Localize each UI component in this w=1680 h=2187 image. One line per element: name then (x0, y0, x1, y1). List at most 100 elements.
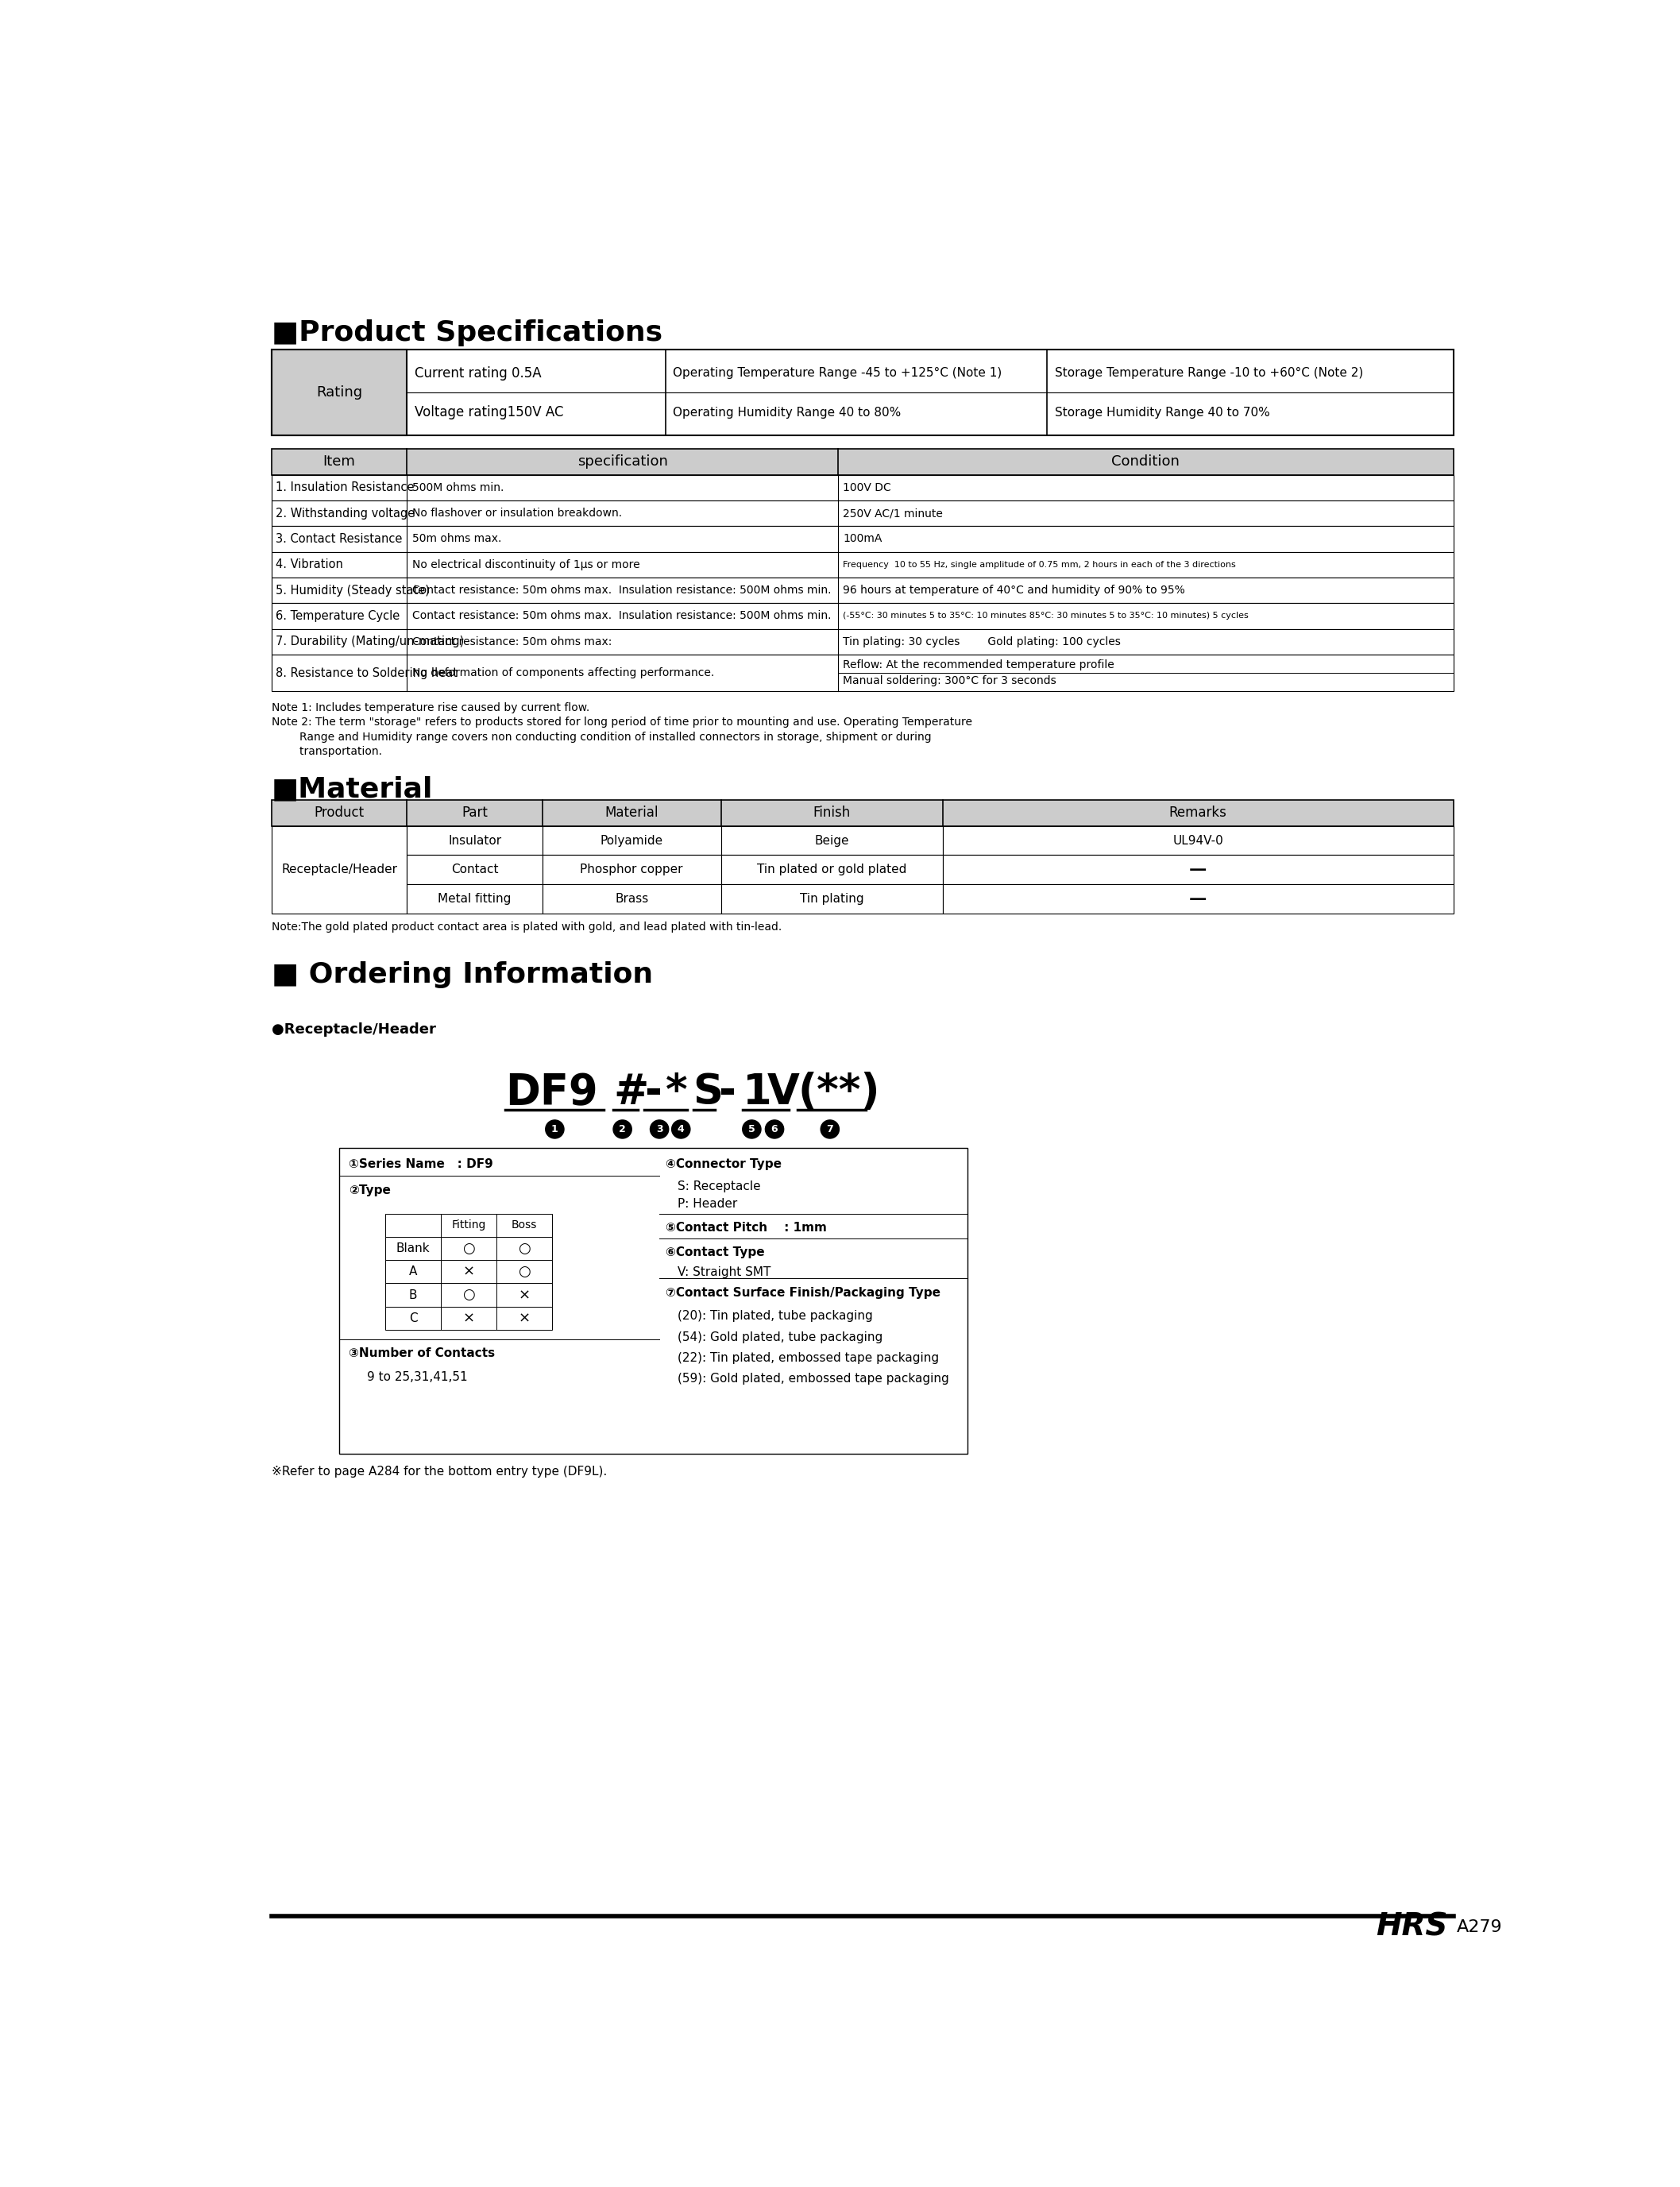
Text: 9 to 25,31,41,51: 9 to 25,31,41,51 (366, 1371, 467, 1384)
Bar (407, 884, 543, 914)
Text: Operating Humidity Range 40 to 80%: Operating Humidity Range 40 to 80% (674, 407, 900, 418)
Text: A279: A279 (1457, 1918, 1502, 1935)
Text: ③Number of Contacts: ③Number of Contacts (348, 1347, 496, 1358)
Circle shape (546, 1120, 564, 1139)
Text: Note:The gold plated product contact area is plated with gold, and lead plated w: Note:The gold plated product contact are… (272, 921, 781, 932)
Bar (385, 1306, 551, 1330)
Text: Current rating 0.5A: Current rating 0.5A (415, 365, 541, 381)
Text: 50m ohms max.: 50m ohms max. (412, 534, 501, 545)
Text: Storage Temperature Range -10 to +60°C (Note 2): Storage Temperature Range -10 to +60°C (… (1055, 367, 1362, 378)
Text: -: - (717, 1072, 736, 1113)
Text: 100mA: 100mA (843, 534, 882, 545)
Text: Polyamide: Polyamide (600, 835, 664, 846)
Text: Material: Material (605, 805, 659, 820)
Bar (721, 827, 942, 855)
Text: No deformation of components affecting performance.: No deformation of components affecting p… (412, 667, 714, 678)
Text: 8. Resistance to Soldering heat: 8. Resistance to Soldering heat (276, 667, 457, 678)
Text: Note 1: Includes temperature rise caused by current flow.: Note 1: Includes temperature rise caused… (272, 702, 590, 713)
Text: ○: ○ (462, 1242, 475, 1255)
Text: ⑤Contact Pitch    : 1mm: ⑤Contact Pitch : 1mm (665, 1223, 827, 1233)
Text: Beige: Beige (815, 835, 848, 846)
Text: ○: ○ (462, 1288, 475, 1301)
Text: transportation.: transportation. (272, 746, 381, 757)
Text: ■ Ordering Information: ■ Ordering Information (272, 960, 654, 989)
Bar (385, 1238, 551, 1260)
Text: Rating: Rating (316, 385, 363, 400)
Text: Voltage rating150V AC: Voltage rating150V AC (415, 405, 563, 420)
Text: 7. Durability (Mating/un-mating): 7. Durability (Mating/un-mating) (276, 636, 464, 647)
Text: Condition: Condition (1112, 455, 1179, 468)
Text: (59): Gold plated, embossed tape packaging: (59): Gold plated, embossed tape packagi… (677, 1373, 949, 1384)
Text: Item: Item (323, 455, 356, 468)
Text: ×: × (462, 1310, 474, 1325)
Text: 4: 4 (677, 1124, 684, 1135)
Text: 100V DC: 100V DC (843, 481, 890, 492)
Text: (20): Tin plated, tube packaging: (20): Tin plated, tube packaging (677, 1310, 874, 1323)
Text: ⑥Contact Type: ⑥Contact Type (665, 1247, 764, 1258)
Text: Part: Part (462, 805, 487, 820)
Text: Contact: Contact (450, 864, 499, 875)
Text: ○: ○ (517, 1242, 531, 1255)
Bar (721, 884, 942, 914)
Text: 5: 5 (748, 1124, 756, 1135)
Bar (272, 630, 1453, 654)
Text: ○: ○ (517, 1264, 531, 1279)
Text: HRS: HRS (1376, 1911, 1448, 1942)
Text: Receptacle/Header: Receptacle/Header (281, 864, 396, 875)
Bar (339, 1148, 968, 1454)
Bar (942, 855, 1453, 884)
Text: —: — (1189, 892, 1206, 908)
Bar (272, 604, 1453, 630)
Text: S: S (694, 1072, 724, 1113)
Text: A: A (408, 1266, 417, 1277)
Bar (407, 827, 543, 855)
Text: Contact resistance: 50m ohms max.  Insulation resistance: 500M ohms min.: Contact resistance: 50m ohms max. Insula… (412, 584, 832, 595)
Bar (272, 577, 1453, 604)
Bar (543, 827, 721, 855)
Bar (272, 551, 1453, 577)
Text: Tin plating: Tin plating (800, 892, 864, 905)
Bar (272, 800, 1453, 827)
Text: Storage Humidity Range 40 to 70%: Storage Humidity Range 40 to 70% (1055, 407, 1270, 418)
Text: Reflow: At the recommended temperature profile: Reflow: At the recommended temperature p… (843, 658, 1114, 671)
Bar (272, 501, 1453, 527)
Text: ⑦Contact Surface Finish/Packaging Type: ⑦Contact Surface Finish/Packaging Type (665, 1286, 941, 1299)
Text: 5. Humidity (Steady state): 5. Humidity (Steady state) (276, 584, 430, 597)
Text: ※Refer to page A284 for the bottom entry type (DF9L).: ※Refer to page A284 for the bottom entry… (272, 1465, 606, 1478)
Text: 7: 7 (827, 1124, 833, 1135)
Bar (272, 448, 1453, 475)
Bar (543, 855, 721, 884)
Text: #: # (613, 1072, 648, 1113)
Text: P: Header: P: Header (677, 1198, 738, 1209)
Text: DF9: DF9 (506, 1072, 598, 1113)
Circle shape (820, 1120, 838, 1139)
Text: Note 2: The term "storage" refers to products stored for long period of time pri: Note 2: The term "storage" refers to pro… (272, 717, 973, 728)
Text: ■Product Specifications: ■Product Specifications (272, 319, 662, 346)
Text: Operating Temperature Range -45 to +125°C (Note 1): Operating Temperature Range -45 to +125°… (674, 367, 1001, 378)
Text: (**): (**) (798, 1072, 880, 1113)
Bar (407, 855, 543, 884)
Text: Contact resistance: 50m ohms max:: Contact resistance: 50m ohms max: (412, 636, 612, 647)
Bar (385, 1260, 551, 1284)
Text: 2: 2 (618, 1124, 627, 1135)
Text: -: - (643, 1072, 662, 1113)
Text: V: Straight SMT: V: Straight SMT (677, 1266, 771, 1277)
Text: Insulator: Insulator (449, 835, 501, 846)
Text: No electrical discontinuity of 1μs or more: No electrical discontinuity of 1μs or mo… (412, 560, 640, 571)
Circle shape (613, 1120, 632, 1139)
Text: 1. Insulation Resistance: 1. Insulation Resistance (276, 481, 413, 494)
Text: Boss: Boss (511, 1220, 538, 1231)
Bar (272, 527, 1453, 551)
Text: Blank: Blank (396, 1242, 430, 1255)
Text: (-55°C: 30 minutes 5 to 35°C: 10 minutes 85°C: 30 minutes 5 to 35°C: 10 minutes): (-55°C: 30 minutes 5 to 35°C: 10 minutes… (843, 612, 1248, 619)
Circle shape (743, 1120, 761, 1139)
Text: Remarks: Remarks (1169, 805, 1226, 820)
Text: Contact resistance: 50m ohms max.  Insulation resistance: 500M ohms min.: Contact resistance: 50m ohms max. Insula… (412, 610, 832, 621)
Text: 1: 1 (743, 1072, 771, 1113)
Text: S: Receptacle: S: Receptacle (677, 1181, 761, 1192)
Text: 3: 3 (655, 1124, 664, 1135)
Text: Manual soldering: 300°C for 3 seconds: Manual soldering: 300°C for 3 seconds (843, 676, 1057, 687)
Text: Tin plating: 30 cycles        Gold plating: 100 cycles: Tin plating: 30 cycles Gold plating: 100… (843, 636, 1121, 647)
Text: Fitting: Fitting (452, 1220, 486, 1231)
Text: ×: × (517, 1288, 529, 1301)
